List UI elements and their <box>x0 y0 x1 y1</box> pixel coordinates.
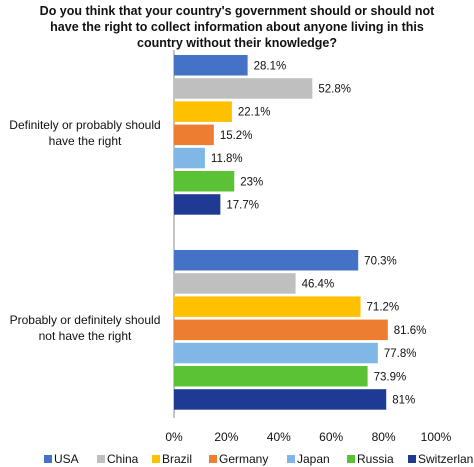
bar-japan <box>174 342 378 364</box>
legend-label: USA <box>54 452 79 466</box>
bar-switzerland <box>174 194 221 215</box>
legend-swatch <box>44 455 52 463</box>
x-tick-label: 40% <box>267 430 291 444</box>
category-label: Definitely or probably should <box>9 118 160 132</box>
legend-item-brazil: Brazil <box>152 452 192 466</box>
value-label: 28.1% <box>254 60 287 72</box>
legend-label: Germany <box>219 452 268 466</box>
legend-swatch <box>408 455 416 463</box>
bar-usa <box>174 55 248 76</box>
value-label: 52.8% <box>318 83 351 95</box>
bar-usa <box>174 250 359 271</box>
bar-germany <box>174 124 214 146</box>
value-label: 70.3% <box>364 255 397 267</box>
legend-item-china: China <box>97 452 139 466</box>
x-tick-label: 60% <box>319 430 343 444</box>
value-label: 15.2% <box>220 130 253 142</box>
bar-switzerland <box>174 389 387 410</box>
legend-item-japan: Japan <box>287 452 330 466</box>
category-label: have the right <box>49 134 122 148</box>
legend-item-russia: Russia <box>347 452 394 466</box>
value-label: 73.9% <box>374 371 407 383</box>
category-label: Probably or definitely should <box>10 313 161 327</box>
value-label: 81.6% <box>394 325 427 337</box>
legend-swatch <box>97 455 105 463</box>
value-label: 22.1% <box>238 107 271 119</box>
chart-title: Do you think that your country's governm… <box>40 4 435 50</box>
legend-label: Russia <box>357 452 394 466</box>
value-label: 46.4% <box>302 278 335 290</box>
category-label: not have the right <box>39 329 132 343</box>
legend: USA China Brazil Germany Japan Russia Switzerl… <box>44 452 474 466</box>
bar-russia <box>174 366 368 387</box>
x-tick-label: 100% <box>421 430 452 444</box>
legend-label: Switzerland <box>418 452 474 466</box>
x-tick-label: 0% <box>165 430 183 444</box>
legend-swatch <box>152 455 160 463</box>
legend-label: Japan <box>297 452 330 466</box>
chart-title-line: Do you think that your country's governm… <box>40 4 435 18</box>
legend-item-switzerland: Switzerland <box>408 452 474 466</box>
x-tick-label: 80% <box>372 430 396 444</box>
bars <box>174 55 388 410</box>
legend-item-germany: Germany <box>209 452 268 466</box>
chart-title-line: country without their knowledge? <box>137 36 337 50</box>
bar-china <box>174 78 313 99</box>
legend-swatch <box>347 455 355 463</box>
bar-china <box>174 273 296 294</box>
value-label: 23% <box>240 176 263 188</box>
x-axis-tick-labels: 0% 20% 40% 60% 80% 100% <box>165 430 451 444</box>
value-label: 11.8% <box>211 153 243 165</box>
value-label: 81% <box>392 394 415 406</box>
bar-russia <box>174 171 235 192</box>
value-label: 17.7% <box>226 199 259 211</box>
category-labels: Definitely or probably should have the ri… <box>9 118 160 343</box>
legend-swatch <box>287 455 295 463</box>
legend-label: Brazil <box>162 452 192 466</box>
bar-brazil <box>174 101 232 122</box>
value-label: 71.2% <box>367 302 400 314</box>
bar-brazil <box>174 296 361 317</box>
chart-title-line: have the right to collect information ab… <box>50 20 424 34</box>
legend-item-usa: USA <box>44 452 79 466</box>
x-tick-label: 20% <box>214 430 238 444</box>
value-labels: 28.1% 52.8% 22.1% 15.2% 11.8% 23% 17.7% 70.3% 46… <box>211 60 426 406</box>
bar-germany <box>174 319 388 341</box>
legend-label: China <box>107 452 139 466</box>
legend-swatch <box>209 455 217 463</box>
value-label: 77.8% <box>384 348 417 360</box>
bar-japan <box>174 147 205 169</box>
